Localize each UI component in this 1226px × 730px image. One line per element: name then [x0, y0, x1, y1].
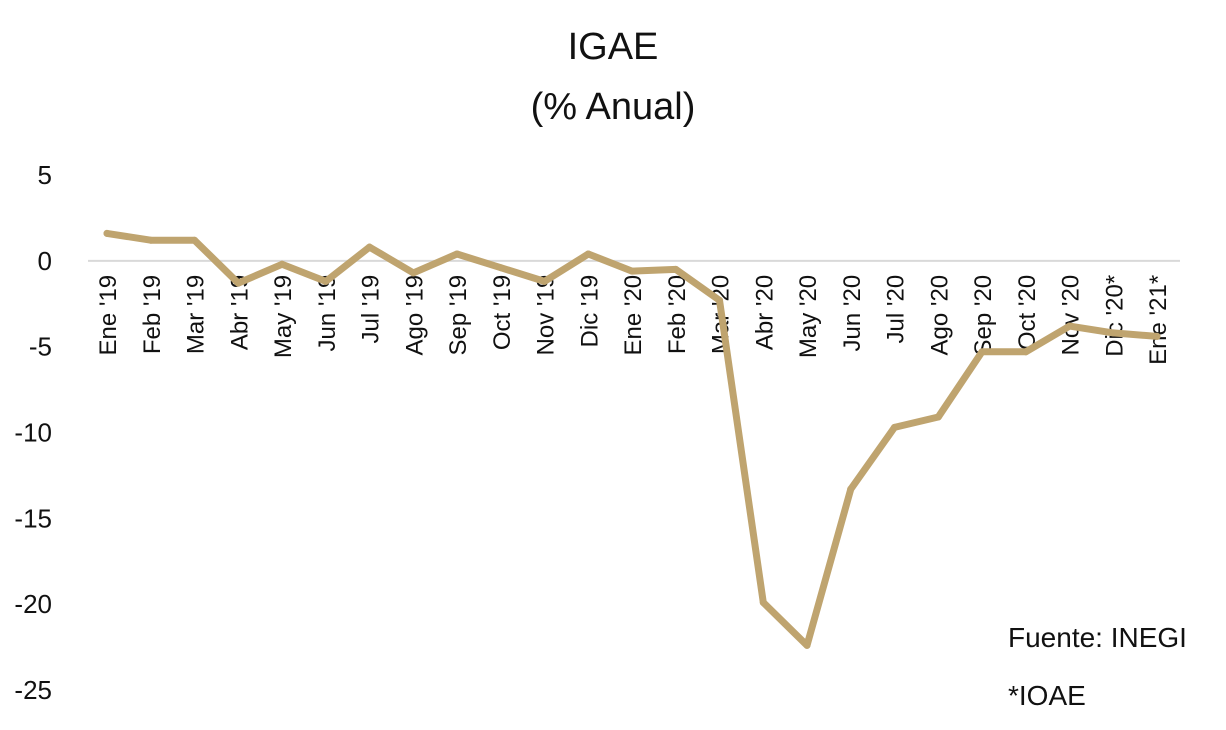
data-point — [234, 279, 242, 287]
data-point — [584, 250, 592, 258]
data-points — [103, 229, 1161, 649]
data-point — [322, 277, 330, 285]
y-tick-label: 0 — [38, 246, 52, 276]
x-tick-label: Jul '19 — [358, 275, 385, 344]
x-tick-label: Sep '19 — [445, 275, 472, 356]
x-tick-label: Nov '20 — [1058, 275, 1085, 356]
data-point — [541, 277, 548, 285]
x-tick-label: Ago '20 — [926, 275, 953, 356]
y-tick-label: -20 — [14, 589, 52, 619]
data-point — [1109, 329, 1117, 337]
x-tick-label: Sep '20 — [970, 275, 997, 356]
data-point — [497, 264, 505, 272]
y-tick-label: 5 — [38, 160, 52, 190]
x-tick-label: Ago '19 — [401, 275, 428, 356]
x-tick-label: Feb '19 — [139, 275, 166, 354]
data-point — [934, 413, 942, 421]
x-tick-label: Oct '19 — [489, 275, 516, 350]
y-tick-label: -10 — [14, 418, 52, 448]
x-tick-label: Ene '20 — [620, 275, 647, 356]
x-tick-label: May '20 — [795, 275, 822, 358]
chart-title: IGAE — [567, 26, 659, 68]
x-tick-label: Mar '19 — [183, 275, 210, 354]
y-tick-label: -5 — [29, 332, 52, 362]
data-point — [847, 485, 855, 493]
x-tick-label: Abr '20 — [751, 275, 778, 350]
data-point — [366, 243, 373, 251]
y-tick-label: -25 — [14, 675, 52, 705]
chart-subtitle: (% Anual) — [530, 86, 696, 128]
x-tick-label: Jun '19 — [314, 275, 341, 352]
data-point — [716, 296, 723, 304]
x-tick-label: Ene '21* — [1145, 275, 1172, 365]
data-point — [978, 348, 986, 356]
x-axis-ticks: Ene '19 Feb '19 Mar '19 Abr '19 May '19 Jun '… — [95, 275, 1172, 365]
data-point — [409, 269, 417, 277]
data-point — [891, 423, 898, 431]
x-tick-label: Feb '20 — [664, 275, 691, 354]
data-point — [803, 641, 811, 649]
x-tick-label: Oct '20 — [1014, 275, 1041, 350]
x-tick-label: May '19 — [270, 275, 297, 358]
x-tick-label: Ene '19 — [95, 275, 122, 356]
data-point — [453, 250, 461, 258]
data-point — [278, 260, 286, 268]
x-tick-label: Dic '20* — [1101, 275, 1128, 357]
data-point — [1066, 322, 1073, 330]
data-point — [103, 229, 111, 237]
footnote: *IOAE — [1008, 680, 1086, 711]
data-point — [1022, 348, 1030, 356]
x-tick-label: Nov '19 — [533, 275, 560, 356]
y-tick-label: -15 — [14, 503, 52, 533]
data-point — [628, 267, 636, 275]
data-point — [147, 236, 155, 244]
source-note: Fuente: INEGI — [1008, 622, 1187, 653]
x-tick-label: Jul '20 — [883, 275, 910, 344]
data-point — [759, 598, 767, 606]
data-point — [191, 236, 198, 244]
y-axis-ticks: 5 0 -5 -10 -15 -20 -25 — [14, 160, 52, 705]
x-tick-label: Jun '20 — [839, 275, 866, 352]
x-tick-label: Dic '19 — [576, 275, 603, 348]
data-point — [672, 265, 680, 273]
x-tick-label: Abr '19 — [226, 275, 253, 350]
data-point — [1153, 332, 1161, 340]
